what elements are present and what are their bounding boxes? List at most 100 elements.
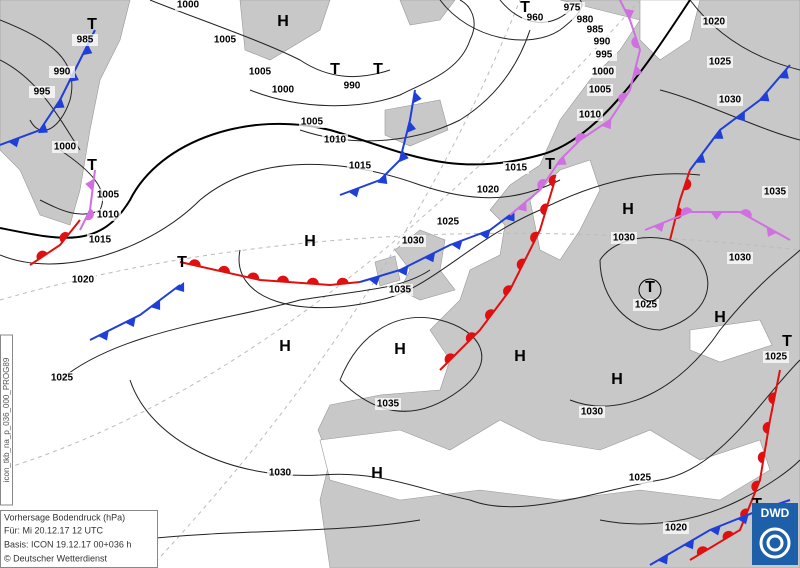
front-symbol	[516, 201, 527, 212]
front-symbol	[465, 332, 477, 343]
isobar-label-bg	[247, 66, 273, 78]
isobar-label: 1030	[269, 468, 292, 479]
isobar-label: 985	[77, 35, 94, 46]
isobar-label: 1035	[377, 399, 400, 410]
front-symbol	[485, 309, 495, 321]
isobar-label-bg	[49, 372, 75, 384]
isobar-label-bg	[559, 2, 585, 14]
isobar-label-bg	[762, 186, 788, 198]
front-symbol	[768, 392, 776, 405]
front-symbol	[657, 554, 669, 565]
pressure-center: T	[87, 16, 97, 33]
pressure-center: H	[714, 309, 726, 326]
front-symbol	[336, 277, 349, 285]
isobar-label-bg	[587, 84, 613, 96]
isobar-label-bg	[591, 49, 617, 61]
front-symbol	[618, 92, 628, 104]
front-symbol	[247, 272, 260, 280]
isobar-label-bg	[212, 34, 238, 46]
front-symbol	[516, 258, 526, 270]
isobar-label-bg	[95, 209, 121, 221]
isobar-label-bg	[49, 66, 75, 78]
isobar-label-bg	[611, 232, 637, 244]
legend: Vorhersage Bodendruck (hPa) Für: Mi 20.1…	[0, 510, 158, 568]
isobar-label: 980	[577, 15, 594, 26]
isobar-label: 1025	[709, 57, 732, 68]
front-symbol	[696, 546, 709, 556]
front-symbol	[530, 231, 539, 244]
isobar-label-bg	[701, 16, 727, 28]
isobar-label: 1005	[589, 85, 612, 96]
front-symbol	[444, 353, 455, 364]
pressure-center: T	[87, 157, 97, 174]
isobar-label: 1010	[579, 110, 602, 121]
isobar-label-bg	[727, 252, 753, 264]
isobar-label: 1005	[97, 190, 120, 201]
isobar-label: 1025	[629, 473, 652, 484]
isobar-label: 1015	[89, 235, 112, 246]
isobar-label-bg	[267, 467, 293, 479]
front-symbol	[735, 111, 745, 122]
isobar-label: 1025	[635, 300, 658, 311]
front-symbol	[631, 36, 640, 49]
isobar-label: 1035	[389, 285, 412, 296]
isobar-label: 1020	[665, 523, 688, 534]
front-symbol	[406, 121, 417, 133]
isobar-label-bg	[475, 184, 501, 196]
front-symbol	[82, 44, 93, 56]
isobar-label-bg	[707, 56, 733, 68]
isobar-label-bg	[579, 406, 605, 418]
isobar-label: 1015	[349, 161, 372, 172]
warm-front	[179, 261, 361, 287]
front-symbol	[188, 259, 201, 267]
isobar-label-bg	[52, 141, 78, 153]
isobar-label-bg	[522, 12, 548, 24]
front-symbol	[680, 207, 693, 216]
isobar-label-bg	[322, 134, 348, 146]
front-symbol	[377, 174, 388, 185]
isobar-label: 1005	[249, 67, 272, 78]
front-symbol	[306, 277, 319, 285]
isobar-label: 1030	[729, 253, 752, 264]
front-symbol	[601, 119, 612, 130]
front-symbol	[37, 123, 48, 134]
isobar-label-bg	[95, 189, 121, 201]
cold-front	[0, 29, 96, 146]
product-code: icon_tkb_na_p_036_000_PROG89	[2, 357, 11, 482]
front-symbol	[85, 208, 94, 221]
front-symbol	[124, 317, 136, 328]
isobar-label-bg	[87, 234, 113, 246]
isobar-label: 995	[34, 87, 51, 98]
isobar-label: 975	[564, 3, 581, 14]
isobar-label: 985	[587, 25, 604, 36]
isobar-label: 1030	[402, 236, 425, 247]
isobar-label-bg	[400, 235, 426, 247]
front-symbol	[710, 212, 723, 220]
isobar-label: 1025	[765, 352, 788, 363]
front-symbol	[36, 250, 48, 261]
isobar-label-bg	[582, 24, 608, 36]
isobar-label: 1030	[613, 233, 636, 244]
front-symbol	[751, 480, 760, 493]
front-symbol	[276, 275, 289, 283]
legend-base: Basis: ICON 19.12.17 00+036 h	[4, 539, 131, 549]
isobar-label-bg	[572, 14, 598, 26]
pressure-center: H	[277, 13, 289, 30]
front-symbol	[98, 330, 109, 341]
isobar-label: 990	[594, 37, 611, 48]
isobar-label: 1000	[177, 0, 200, 11]
front-symbol	[150, 299, 161, 310]
isobar-label: 960	[527, 13, 544, 24]
front-symbol	[624, 8, 635, 20]
pressure-center: H	[514, 348, 526, 365]
isobar-label: 1035	[764, 187, 787, 198]
pressure-center: H	[279, 338, 291, 355]
front-symbol	[218, 265, 230, 274]
front-symbol	[451, 240, 463, 250]
front-symbol	[757, 451, 765, 464]
isobar-label-bg	[339, 80, 365, 92]
dwd-logo: DWD	[752, 503, 798, 565]
front-symbol	[683, 539, 695, 550]
